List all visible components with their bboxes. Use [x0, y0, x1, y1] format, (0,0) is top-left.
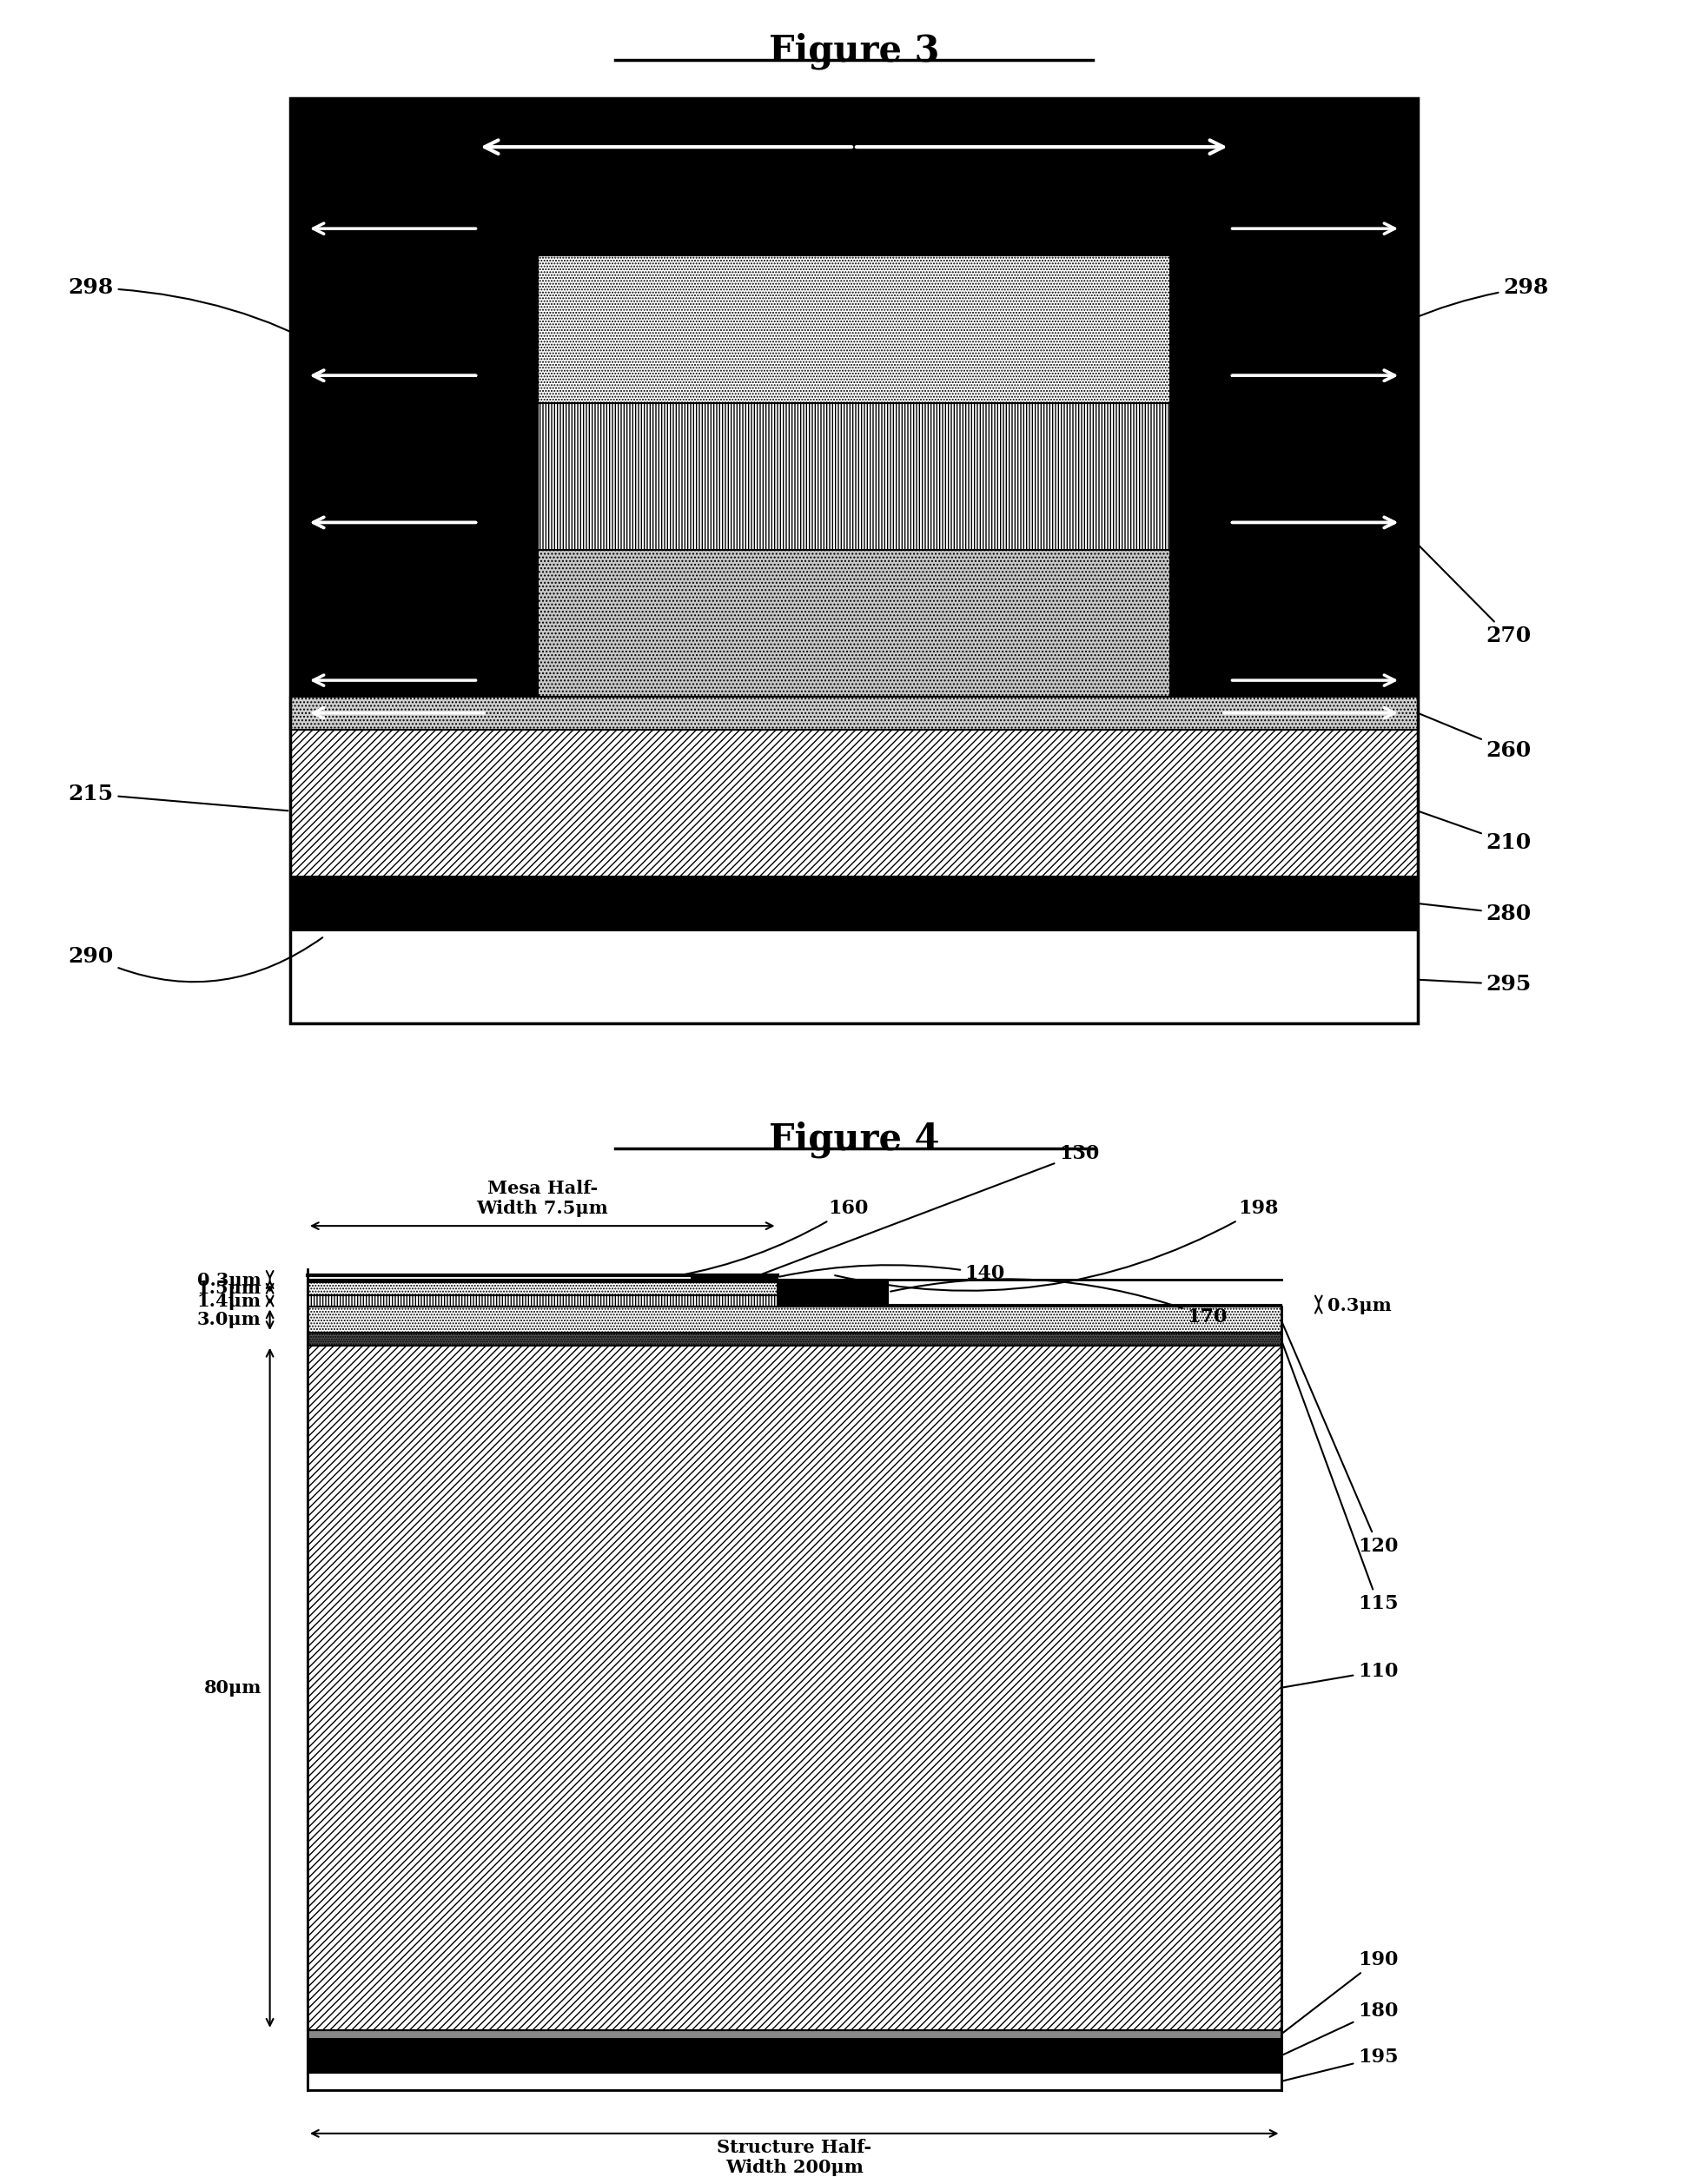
Bar	[495, 211, 1213, 255]
Bar	[290, 98, 1418, 1023]
Bar	[290, 98, 1418, 211]
Bar	[290, 932, 1418, 1023]
Bar	[307, 1295, 777, 1306]
Text: 140: 140	[779, 1265, 1006, 1282]
Bar	[307, 2073, 1281, 2090]
Text: 190: 190	[1283, 1951, 1399, 2033]
Text: 0.3μm: 0.3μm	[1327, 1297, 1392, 1315]
Bar	[538, 255, 1170, 403]
Bar	[290, 697, 1418, 729]
Bar	[538, 403, 1170, 549]
Text: Structure Half-
Width 200μm: Structure Half- Width 200μm	[717, 2138, 871, 2177]
Text: 170: 170	[890, 1280, 1228, 1326]
Bar	[692, 1276, 777, 1280]
Text: 270: 270	[1419, 546, 1532, 647]
Text: 280: 280	[1419, 903, 1532, 923]
Text: Figure 4: Figure 4	[769, 1121, 939, 1158]
Text: 290: 290	[68, 938, 323, 982]
Bar	[290, 98, 538, 729]
Text: 215: 215	[68, 784, 289, 810]
Bar	[1170, 98, 1418, 729]
Bar	[290, 875, 1418, 932]
Bar	[538, 549, 1170, 697]
Bar	[495, 211, 538, 697]
Bar	[307, 2029, 1281, 2038]
Bar	[1170, 211, 1213, 697]
Text: 130: 130	[762, 1145, 1100, 1274]
Text: 180: 180	[1283, 2001, 1399, 2055]
Bar	[307, 1345, 1281, 2029]
Text: 260: 260	[1419, 714, 1532, 760]
Bar	[777, 1304, 1281, 1306]
Text: Figure 3: Figure 3	[769, 33, 939, 70]
Text: 3.0μm: 3.0μm	[196, 1311, 261, 1328]
Bar	[307, 1306, 1281, 1332]
Bar	[307, 1280, 777, 1282]
Bar	[307, 1282, 777, 1295]
Text: 80μm: 80μm	[203, 1678, 261, 1696]
Bar	[777, 1280, 888, 1304]
Text: 115: 115	[1281, 1341, 1399, 1613]
Text: Mesa Half-
Width 7.5μm: Mesa Half- Width 7.5μm	[477, 1180, 608, 1217]
Text: 160: 160	[676, 1200, 869, 1276]
Bar	[290, 729, 1418, 875]
Text: 198: 198	[835, 1200, 1279, 1291]
Text: 1.4μm: 1.4μm	[196, 1293, 261, 1311]
Bar	[290, 697, 1418, 729]
Bar	[307, 2038, 1281, 2073]
Bar	[307, 1332, 1281, 1345]
Text: 295: 295	[1419, 973, 1532, 995]
Text: 120: 120	[1283, 1321, 1399, 1554]
Text: 195: 195	[1283, 2049, 1399, 2081]
Text: 298: 298	[68, 276, 494, 505]
Text: 0.3μm: 0.3μm	[196, 1271, 261, 1289]
Text: 1.5μm: 1.5μm	[196, 1280, 261, 1297]
Text: 298: 298	[1214, 276, 1549, 505]
Text: 110: 110	[1283, 1661, 1399, 1687]
Text: 210: 210	[1419, 812, 1532, 853]
